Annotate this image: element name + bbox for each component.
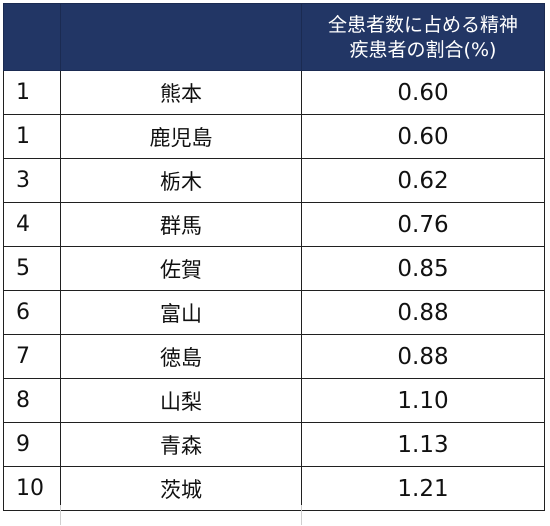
rank-cell: 4: [3, 202, 61, 247]
column-divider: [301, 505, 302, 525]
prefecture-cell: 山梨: [60, 378, 302, 423]
header-row: 全患者数に占める精神 疾患者の割合(%): [3, 3, 545, 71]
ratio-cell: 1.21: [301, 466, 545, 511]
rank-cell: 10: [3, 466, 61, 511]
rank-cell: 5: [3, 246, 61, 291]
prefecture-cell: 茨城: [60, 466, 302, 511]
table-row: 8 山梨 1.10: [3, 378, 545, 423]
ratio-cell: 0.76: [301, 202, 545, 247]
table-row: 1 熊本 0.60: [3, 70, 545, 115]
header-rank: [3, 3, 61, 71]
ratio-cell: 0.88: [301, 334, 545, 379]
table-row: 1 鹿児島 0.60: [3, 114, 545, 159]
table-row: 7 徳島 0.88: [3, 334, 545, 379]
table-row: 10 茨城 1.21: [3, 466, 545, 511]
rank-cell: 9: [3, 422, 61, 467]
rank-cell: 3: [3, 158, 61, 203]
prefecture-cell: 富山: [60, 290, 302, 335]
rank-cell: 6: [3, 290, 61, 335]
rank-cell: 7: [3, 334, 61, 379]
ratio-cell: 0.88: [301, 290, 545, 335]
prefecture-cell: 栃木: [60, 158, 302, 203]
ranking-table: 全患者数に占める精神 疾患者の割合(%) 1 熊本 0.60 1 鹿児島 0.6…: [3, 3, 545, 511]
table-row: 9 青森 1.13: [3, 422, 545, 467]
table-row: 5 佐賀 0.85: [3, 246, 545, 291]
header-ratio: 全患者数に占める精神 疾患者の割合(%): [301, 3, 545, 71]
rank-cell: 1: [3, 114, 61, 159]
ratio-cell: 1.13: [301, 422, 545, 467]
ratio-cell: 0.62: [301, 158, 545, 203]
prefecture-cell: 鹿児島: [60, 114, 302, 159]
header-ratio-line1: 全患者数に占める精神: [327, 14, 518, 36]
ratio-cell: 0.60: [301, 114, 545, 159]
ratio-cell: 1.10: [301, 378, 545, 423]
prefecture-cell: 佐賀: [60, 246, 302, 291]
prefecture-cell: 熊本: [60, 70, 302, 115]
column-divider: [60, 505, 61, 525]
prefecture-cell: 群馬: [60, 202, 302, 247]
prefecture-cell: 青森: [60, 422, 302, 467]
ratio-cell: 0.60: [301, 70, 545, 115]
ratio-cell: 0.85: [301, 246, 545, 291]
table-row: 4 群馬 0.76: [3, 202, 545, 247]
header-ratio-line2: 疾患者の割合(%): [349, 39, 497, 61]
rank-cell: 8: [3, 378, 61, 423]
rank-cell: 1: [3, 70, 61, 115]
prefecture-cell: 徳島: [60, 334, 302, 379]
header-prefecture: [60, 3, 302, 71]
table-row: 3 栃木 0.62: [3, 158, 545, 203]
table-row: 6 富山 0.88: [3, 290, 545, 335]
